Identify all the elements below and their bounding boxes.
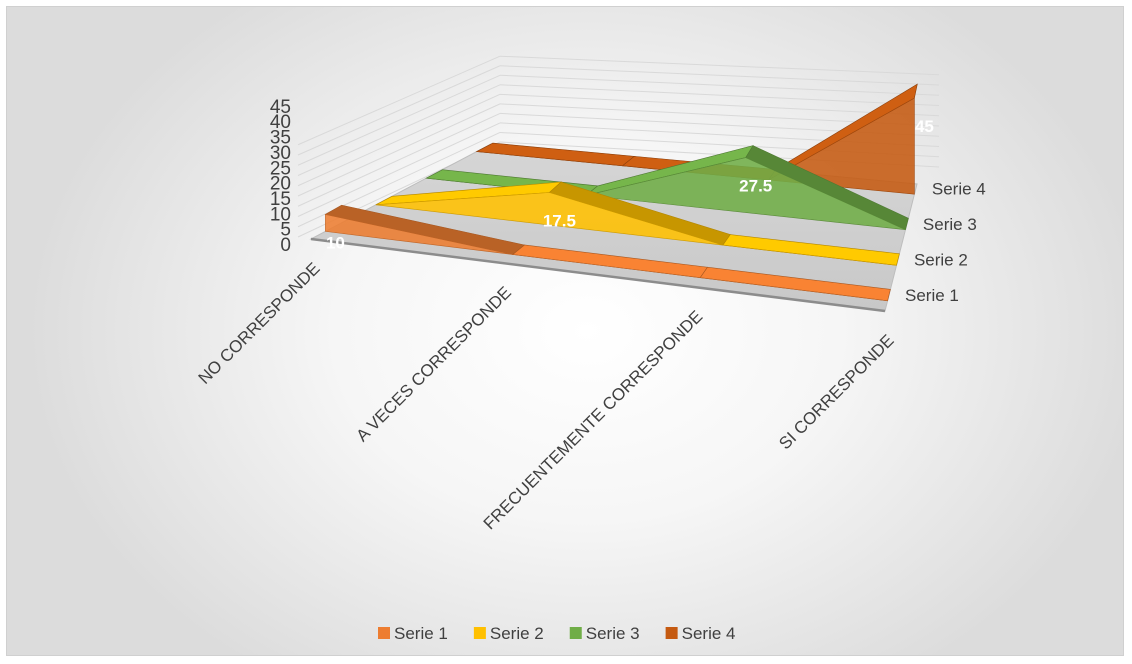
gridline bbox=[499, 65, 940, 86]
series-axis-label: Serie 3 bbox=[923, 215, 977, 234]
gridline bbox=[499, 84, 940, 106]
gridline bbox=[499, 55, 940, 76]
series-axis-label: Serie 1 bbox=[905, 286, 959, 305]
legend-label: Serie 3 bbox=[586, 624, 640, 643]
y-tick-label: 10 bbox=[270, 204, 291, 225]
y-tick-label: 5 bbox=[280, 220, 291, 241]
category-label: SI CORRESPONDE bbox=[775, 331, 897, 453]
gridline bbox=[297, 122, 501, 217]
y-tick-label: 35 bbox=[270, 128, 291, 149]
y-tick-label: 30 bbox=[270, 143, 291, 164]
x-axis-line bbox=[310, 237, 886, 313]
gridline bbox=[297, 93, 501, 187]
y-tick-label: 40 bbox=[270, 112, 291, 133]
data-label: 45 bbox=[915, 117, 934, 136]
data-label: 27.5 bbox=[739, 177, 772, 196]
y-tick-label: 15 bbox=[270, 189, 291, 210]
category-label: A VECES CORRESPONDE bbox=[353, 283, 515, 445]
series-axis-label: Serie 4 bbox=[932, 179, 986, 198]
gridline bbox=[297, 55, 501, 146]
gridline bbox=[297, 112, 501, 207]
series-1 bbox=[324, 204, 891, 302]
data-label: 10 bbox=[326, 233, 345, 252]
legend-swatch bbox=[569, 627, 582, 639]
legend-swatch bbox=[378, 627, 390, 639]
legend: Serie 1 Serie 2 Serie 3 Serie 4 bbox=[378, 624, 736, 643]
legend-swatch bbox=[665, 627, 678, 639]
data-label: 17.5 bbox=[543, 212, 576, 231]
legend-label: Serie 1 bbox=[394, 624, 448, 643]
y-tick-label: 0 bbox=[280, 235, 291, 256]
legend-swatch bbox=[473, 627, 486, 639]
legend-label: Serie 4 bbox=[682, 624, 736, 643]
gridline bbox=[297, 65, 501, 156]
series-front-face bbox=[325, 214, 888, 302]
gridline bbox=[499, 74, 940, 96]
series-axis-label: Serie 2 bbox=[914, 251, 968, 270]
legend-label: Serie 2 bbox=[490, 624, 544, 643]
gridline bbox=[297, 103, 501, 197]
gridline bbox=[499, 93, 940, 117]
gridline bbox=[297, 84, 501, 176]
chart-area: 0 5 10 15 20 25 30 35 40 45 NO CORRESPONDE A VECES… bbox=[6, 6, 1124, 656]
series-front-face bbox=[375, 192, 897, 266]
gridline bbox=[297, 74, 501, 166]
y-tick-label: 20 bbox=[270, 174, 291, 195]
y-tick-label: 25 bbox=[270, 158, 291, 179]
series-2 bbox=[375, 181, 900, 266]
category-label: NO CORRESPONDE bbox=[195, 259, 324, 388]
y-tick-label: 45 bbox=[270, 97, 291, 118]
category-label: FRECUENTEMENTE CORRESPONDE bbox=[480, 307, 706, 533]
